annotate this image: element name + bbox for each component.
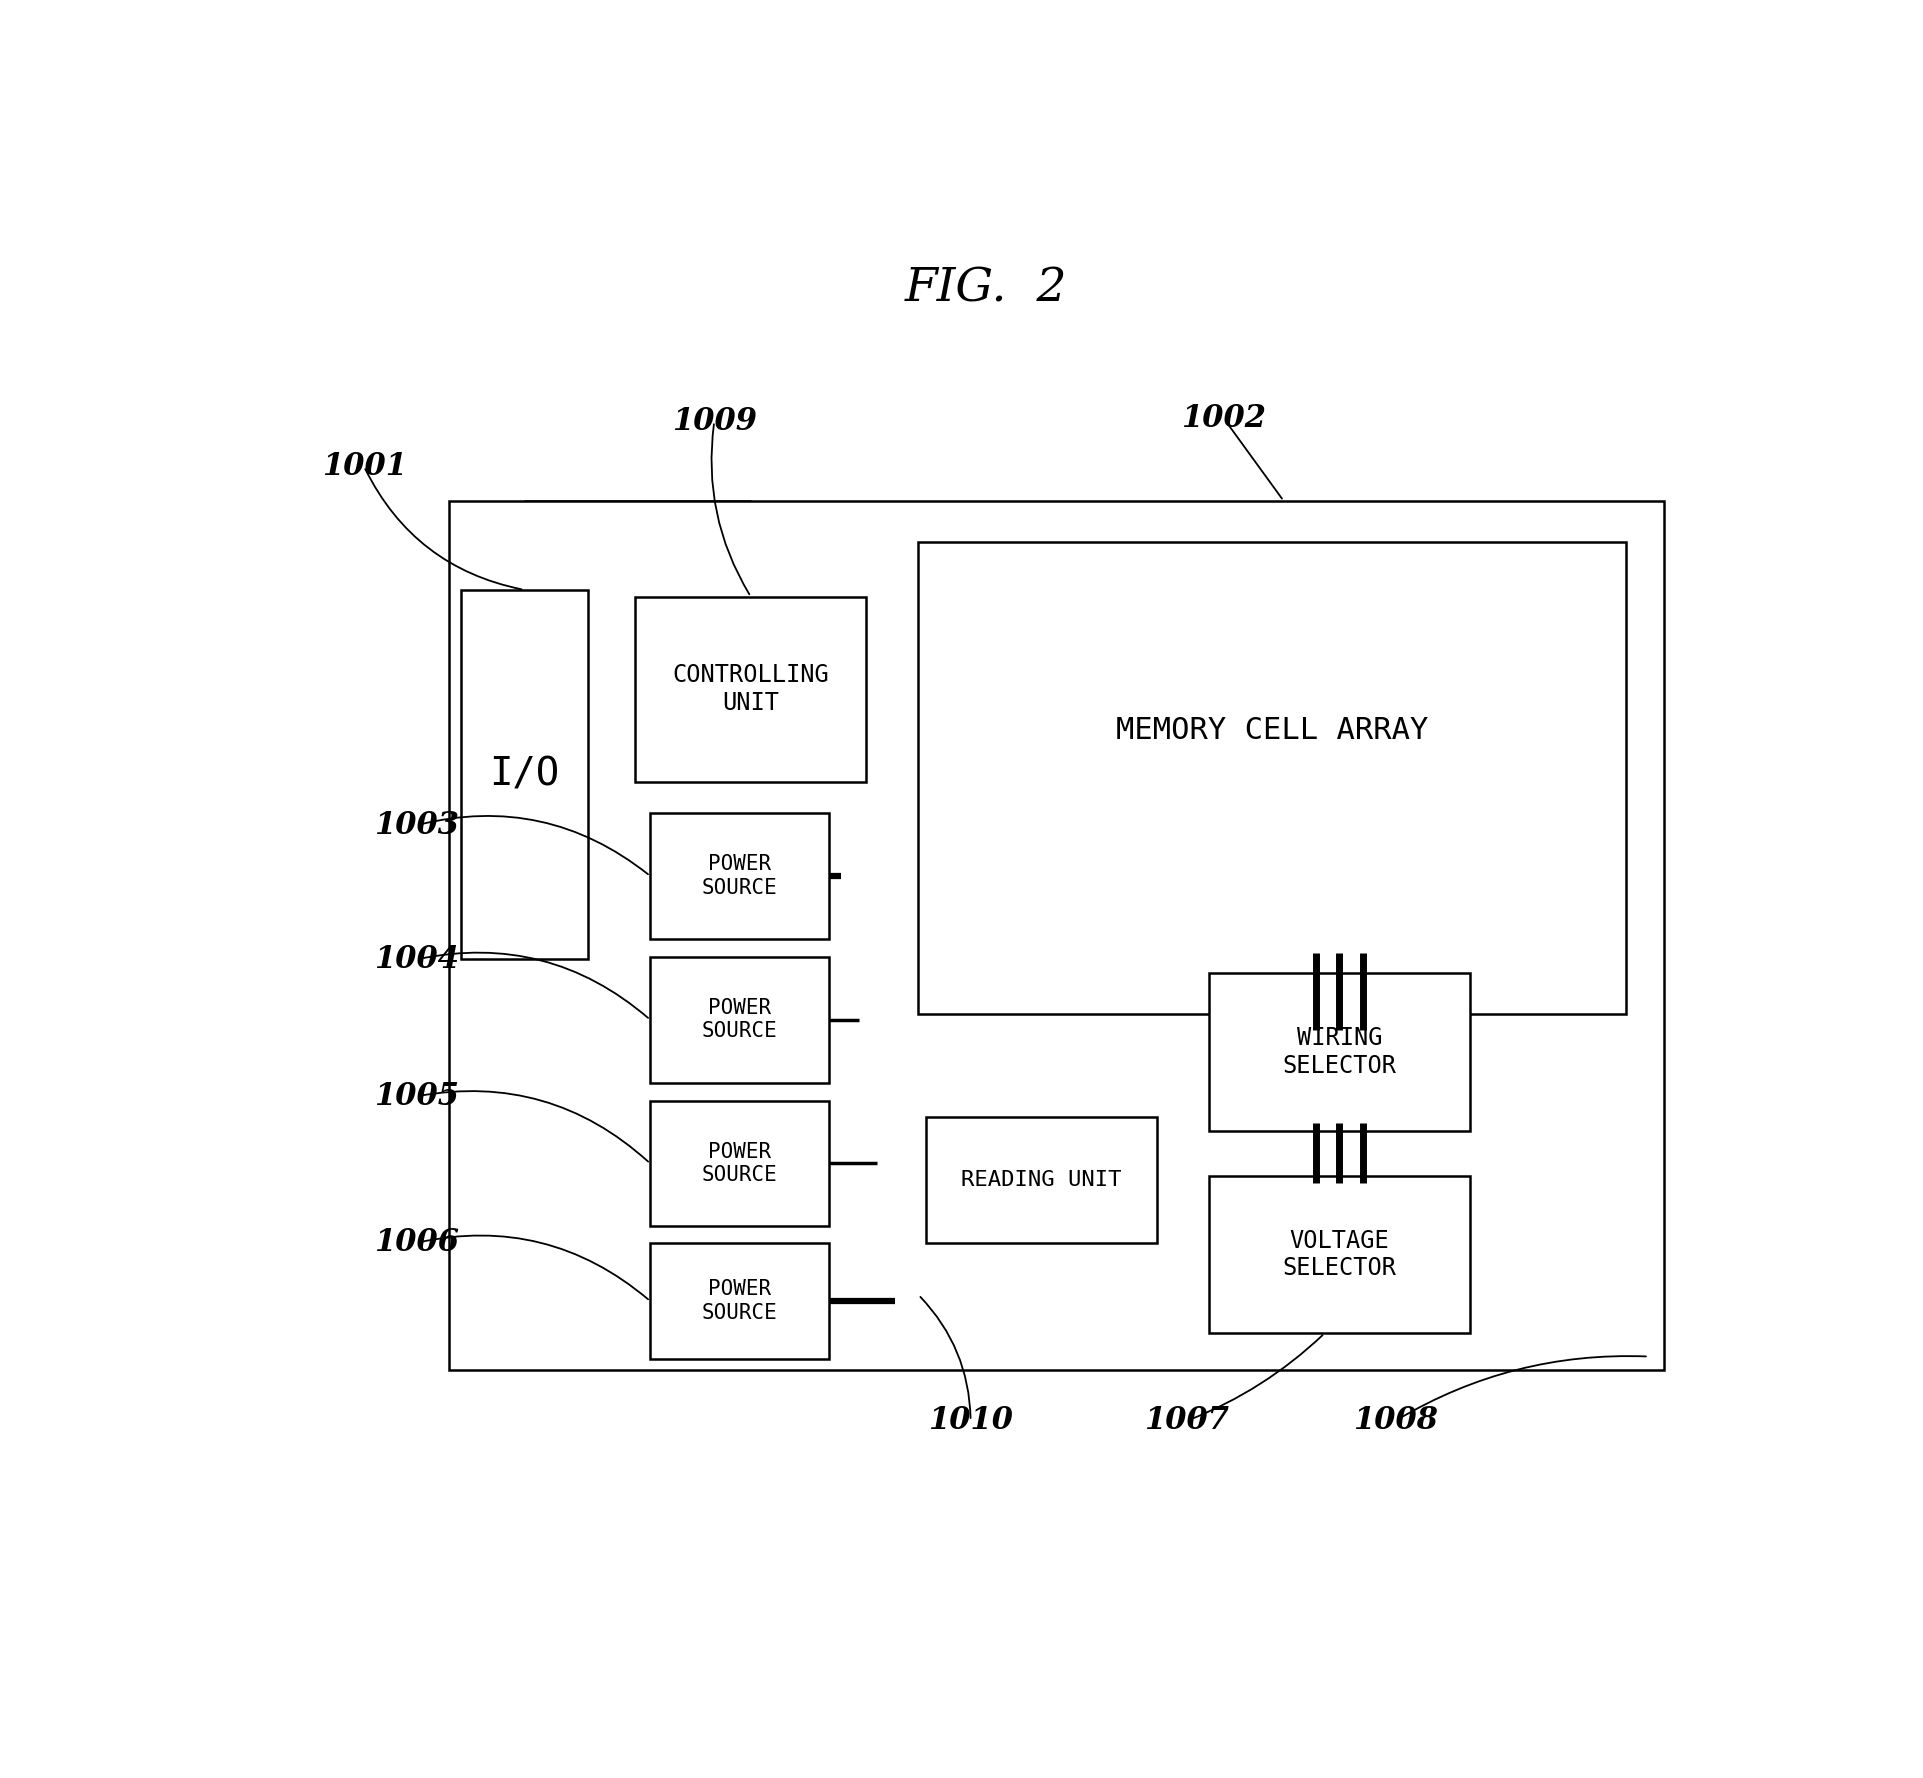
- Text: READING UNIT: READING UNIT: [962, 1170, 1121, 1189]
- Text: 1006: 1006: [373, 1227, 460, 1259]
- Text: 1003: 1003: [373, 809, 460, 841]
- FancyBboxPatch shape: [927, 1117, 1158, 1243]
- Text: 1010: 1010: [929, 1405, 1013, 1437]
- Text: 1004: 1004: [373, 944, 460, 974]
- Text: CONTROLLING
UNIT: CONTROLLING UNIT: [673, 663, 829, 715]
- FancyBboxPatch shape: [1210, 1175, 1469, 1334]
- Text: POWER
SOURCE: POWER SOURCE: [702, 997, 777, 1042]
- Text: 1008: 1008: [1354, 1405, 1438, 1437]
- FancyBboxPatch shape: [650, 813, 829, 939]
- Text: FIG.  2: FIG. 2: [904, 267, 1067, 311]
- Text: 1001: 1001: [321, 452, 406, 482]
- Text: I/O: I/O: [488, 756, 560, 793]
- FancyBboxPatch shape: [635, 597, 867, 782]
- FancyBboxPatch shape: [919, 542, 1627, 1013]
- Text: WIRING
SELECTOR: WIRING SELECTOR: [1283, 1026, 1396, 1077]
- Text: MEMORY CELL ARRAY: MEMORY CELL ARRAY: [1115, 717, 1429, 745]
- Text: 1002: 1002: [1181, 404, 1267, 434]
- Text: POWER
SOURCE: POWER SOURCE: [702, 855, 777, 898]
- FancyBboxPatch shape: [462, 590, 588, 960]
- Text: POWER
SOURCE: POWER SOURCE: [702, 1280, 777, 1323]
- FancyBboxPatch shape: [1210, 973, 1469, 1131]
- FancyBboxPatch shape: [450, 501, 1663, 1371]
- Text: 1007: 1007: [1144, 1405, 1229, 1437]
- Text: VOLTAGE
SELECTOR: VOLTAGE SELECTOR: [1283, 1229, 1396, 1280]
- FancyBboxPatch shape: [650, 1243, 829, 1358]
- FancyBboxPatch shape: [650, 1101, 829, 1227]
- Text: POWER
SOURCE: POWER SOURCE: [702, 1141, 777, 1186]
- Text: 1009: 1009: [671, 405, 758, 437]
- FancyBboxPatch shape: [650, 957, 829, 1083]
- Text: 1005: 1005: [373, 1081, 460, 1111]
